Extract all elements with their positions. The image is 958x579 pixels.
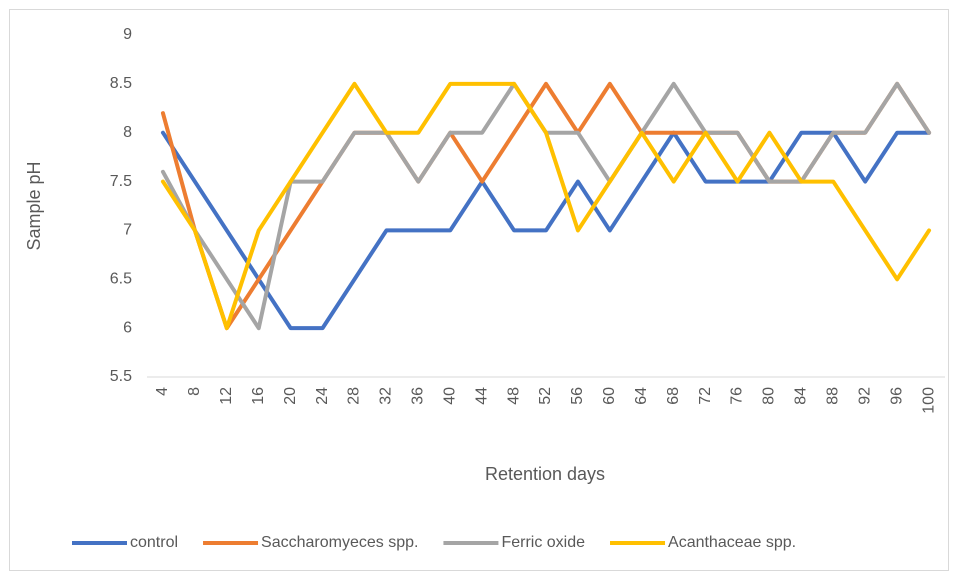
legend-label: Acanthaceae spp. bbox=[668, 534, 796, 551]
y-tick-label: 6.5 bbox=[110, 271, 132, 288]
x-tick-label: 4 bbox=[154, 387, 171, 396]
x-tick-label: 20 bbox=[282, 387, 299, 405]
x-tick-label: 72 bbox=[697, 387, 714, 405]
x-tick-label: 88 bbox=[824, 387, 841, 405]
x-tick-label: 100 bbox=[920, 387, 937, 414]
x-tick-label: 96 bbox=[888, 387, 905, 405]
x-tick-label: 28 bbox=[346, 387, 363, 405]
x-tick-label: 68 bbox=[665, 387, 682, 405]
x-tick-label: 16 bbox=[250, 387, 267, 405]
chart-border bbox=[9, 9, 949, 571]
x-tick-label: 76 bbox=[729, 387, 746, 405]
y-tick-label: 7 bbox=[123, 222, 132, 239]
legend-label: Ferric oxide bbox=[501, 534, 585, 551]
x-tick-label: 44 bbox=[473, 387, 490, 405]
y-tick-label: 8 bbox=[123, 124, 132, 141]
x-tick-label: 36 bbox=[410, 387, 427, 405]
y-tick-label: 9 bbox=[123, 26, 132, 43]
x-tick-label: 8 bbox=[186, 387, 203, 396]
x-tick-label: 92 bbox=[856, 387, 873, 405]
y-tick-label: 8.5 bbox=[110, 75, 132, 92]
x-tick-label: 52 bbox=[537, 387, 554, 405]
x-tick-label: 12 bbox=[218, 387, 235, 405]
y-axis-title: Sample pH bbox=[24, 161, 44, 250]
y-tick-label: 5.5 bbox=[110, 368, 132, 385]
legend-label: control bbox=[130, 534, 178, 551]
x-tick-label: 32 bbox=[378, 387, 395, 405]
x-tick-label: 48 bbox=[505, 387, 522, 405]
x-tick-label: 64 bbox=[633, 387, 650, 405]
legend-label: Saccharomyeces spp. bbox=[261, 534, 418, 551]
x-tick-label: 84 bbox=[793, 387, 810, 405]
x-tick-label: 24 bbox=[314, 387, 331, 405]
y-tick-label: 6 bbox=[123, 319, 132, 336]
x-tick-label: 80 bbox=[761, 387, 778, 405]
series-line bbox=[160, 130, 932, 331]
x-tick-label: 56 bbox=[569, 387, 586, 405]
series-line bbox=[160, 81, 932, 331]
x-axis-title: Retention days bbox=[485, 464, 605, 484]
x-tick-label: 40 bbox=[441, 387, 458, 405]
x-tick-label: 60 bbox=[601, 387, 618, 405]
y-tick-label: 7.5 bbox=[110, 173, 132, 190]
